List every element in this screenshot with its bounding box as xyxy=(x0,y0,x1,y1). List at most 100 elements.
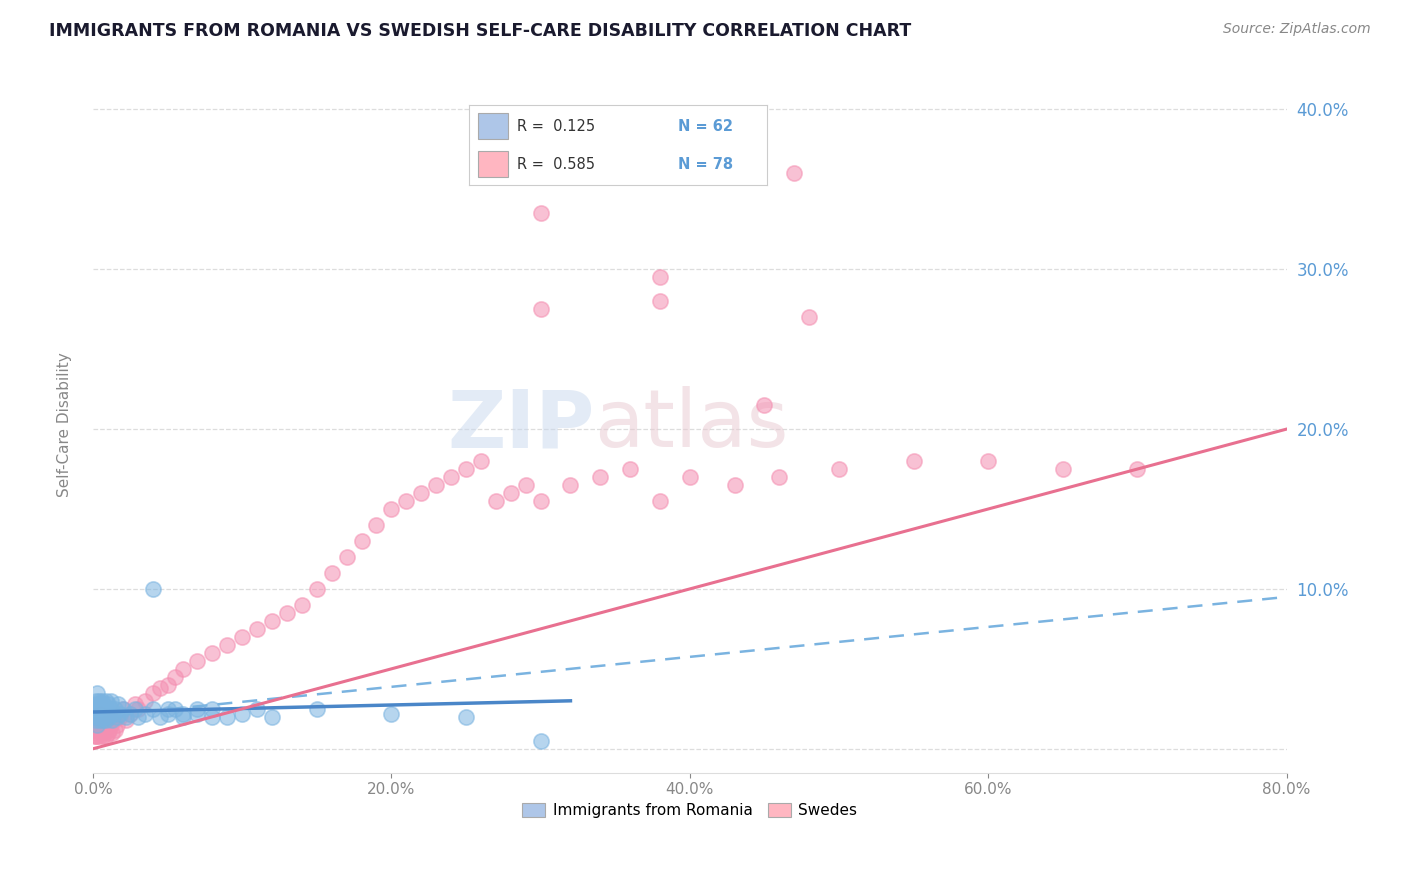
Point xyxy=(120,706,142,721)
Point xyxy=(86,718,108,732)
Point xyxy=(291,598,314,612)
Point xyxy=(101,713,124,727)
Point xyxy=(134,706,156,721)
Point xyxy=(83,723,105,737)
Point xyxy=(454,710,477,724)
Point xyxy=(648,270,671,285)
Point xyxy=(98,710,121,724)
Point xyxy=(89,729,111,743)
Text: Source: ZipAtlas.com: Source: ZipAtlas.com xyxy=(1223,22,1371,37)
Point xyxy=(305,582,328,596)
Point xyxy=(380,706,402,721)
Point xyxy=(91,713,114,727)
Point xyxy=(100,702,122,716)
Point xyxy=(91,702,114,716)
Point xyxy=(89,706,111,721)
Point xyxy=(111,702,134,716)
Point xyxy=(440,470,463,484)
Point xyxy=(246,702,269,716)
Point xyxy=(336,549,359,564)
Point xyxy=(97,713,120,727)
Point xyxy=(246,622,269,636)
Point xyxy=(201,710,224,724)
Point xyxy=(93,718,115,732)
Point xyxy=(530,302,553,317)
Point xyxy=(1052,462,1074,476)
Point xyxy=(103,713,125,727)
Point xyxy=(754,398,776,412)
Point xyxy=(679,470,702,484)
Point xyxy=(186,654,208,668)
Point xyxy=(530,494,553,508)
Point xyxy=(86,697,108,711)
Point xyxy=(89,718,111,732)
Point xyxy=(83,702,105,716)
Point xyxy=(101,725,124,739)
Point xyxy=(114,710,136,724)
Point xyxy=(108,710,131,724)
Point xyxy=(142,582,165,596)
Point xyxy=(648,294,671,309)
Point xyxy=(156,706,179,721)
Point xyxy=(87,702,110,716)
Point xyxy=(172,710,194,724)
Point xyxy=(142,686,165,700)
Point xyxy=(1126,462,1149,476)
Point xyxy=(156,702,179,716)
Point xyxy=(260,614,283,628)
Point xyxy=(470,454,492,468)
Point xyxy=(485,494,508,508)
Point xyxy=(723,478,745,492)
Point xyxy=(454,462,477,476)
Point xyxy=(91,725,114,739)
Point xyxy=(86,702,108,716)
Point xyxy=(201,646,224,660)
Point xyxy=(589,470,612,484)
Text: ZIP: ZIP xyxy=(447,386,595,464)
Point xyxy=(395,494,418,508)
Point xyxy=(96,713,118,727)
Point xyxy=(94,710,117,724)
Legend: Immigrants from Romania, Swedes: Immigrants from Romania, Swedes xyxy=(516,797,863,824)
Point xyxy=(350,533,373,548)
Point xyxy=(120,706,142,721)
Point xyxy=(828,462,851,476)
Point xyxy=(84,706,107,721)
Point xyxy=(84,694,107,708)
Point xyxy=(86,729,108,743)
Point xyxy=(103,706,125,721)
Point xyxy=(172,706,194,721)
Point xyxy=(100,718,122,732)
Point xyxy=(93,713,115,727)
Point xyxy=(165,670,187,684)
Point xyxy=(217,638,239,652)
Point xyxy=(186,706,208,721)
Point xyxy=(84,710,107,724)
Point xyxy=(231,630,253,644)
Point xyxy=(104,702,127,716)
Point xyxy=(530,206,553,220)
Point xyxy=(305,702,328,716)
Point xyxy=(276,606,298,620)
Point xyxy=(783,166,806,180)
Point xyxy=(86,686,108,700)
Point xyxy=(149,710,172,724)
Point xyxy=(560,478,582,492)
Y-axis label: Self-Care Disability: Self-Care Disability xyxy=(58,352,72,498)
Point xyxy=(380,502,402,516)
Point xyxy=(172,662,194,676)
Point xyxy=(165,702,187,716)
Point xyxy=(91,710,114,724)
Point xyxy=(87,713,110,727)
Point xyxy=(127,702,149,716)
Point xyxy=(84,718,107,732)
Point xyxy=(366,518,388,533)
Point xyxy=(134,694,156,708)
Point xyxy=(499,486,522,500)
Point xyxy=(96,694,118,708)
Point xyxy=(98,723,121,737)
Point xyxy=(83,710,105,724)
Point xyxy=(84,729,107,743)
Point xyxy=(124,697,146,711)
Point xyxy=(104,723,127,737)
